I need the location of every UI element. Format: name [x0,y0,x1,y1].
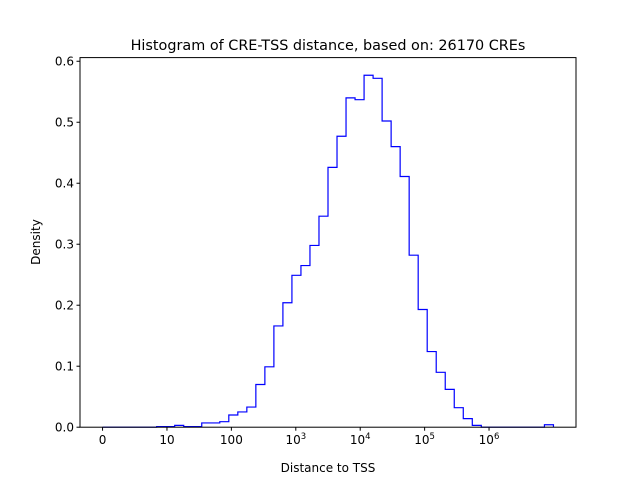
y-tick-label: 0.4 [55,177,74,191]
x-tick-label: 100 [220,433,243,447]
y-tick-label: 0.5 [55,116,74,130]
y-axis-label: Density [29,219,43,265]
x-tick-label: 103 [285,432,306,447]
x-tick-label: 106 [479,432,500,447]
x-axis-label: Distance to TSS [281,461,376,475]
histogram-step-line [102,74,555,428]
axes-frame [79,57,577,428]
y-tick-label: 0.2 [55,299,74,313]
chart-title: Histogram of CRE-TSS distance, based on:… [131,38,526,54]
x-tick-label: 10 [159,433,174,447]
x-tick-label: 104 [350,432,371,447]
x-tick-label: 0 [99,433,107,447]
y-tick-label: 0.0 [55,421,74,435]
y-tick-label: 0.6 [55,55,74,69]
x-tick-label: 105 [414,432,435,447]
y-tick-label: 0.1 [55,360,74,374]
y-tick-label: 0.3 [55,238,74,252]
